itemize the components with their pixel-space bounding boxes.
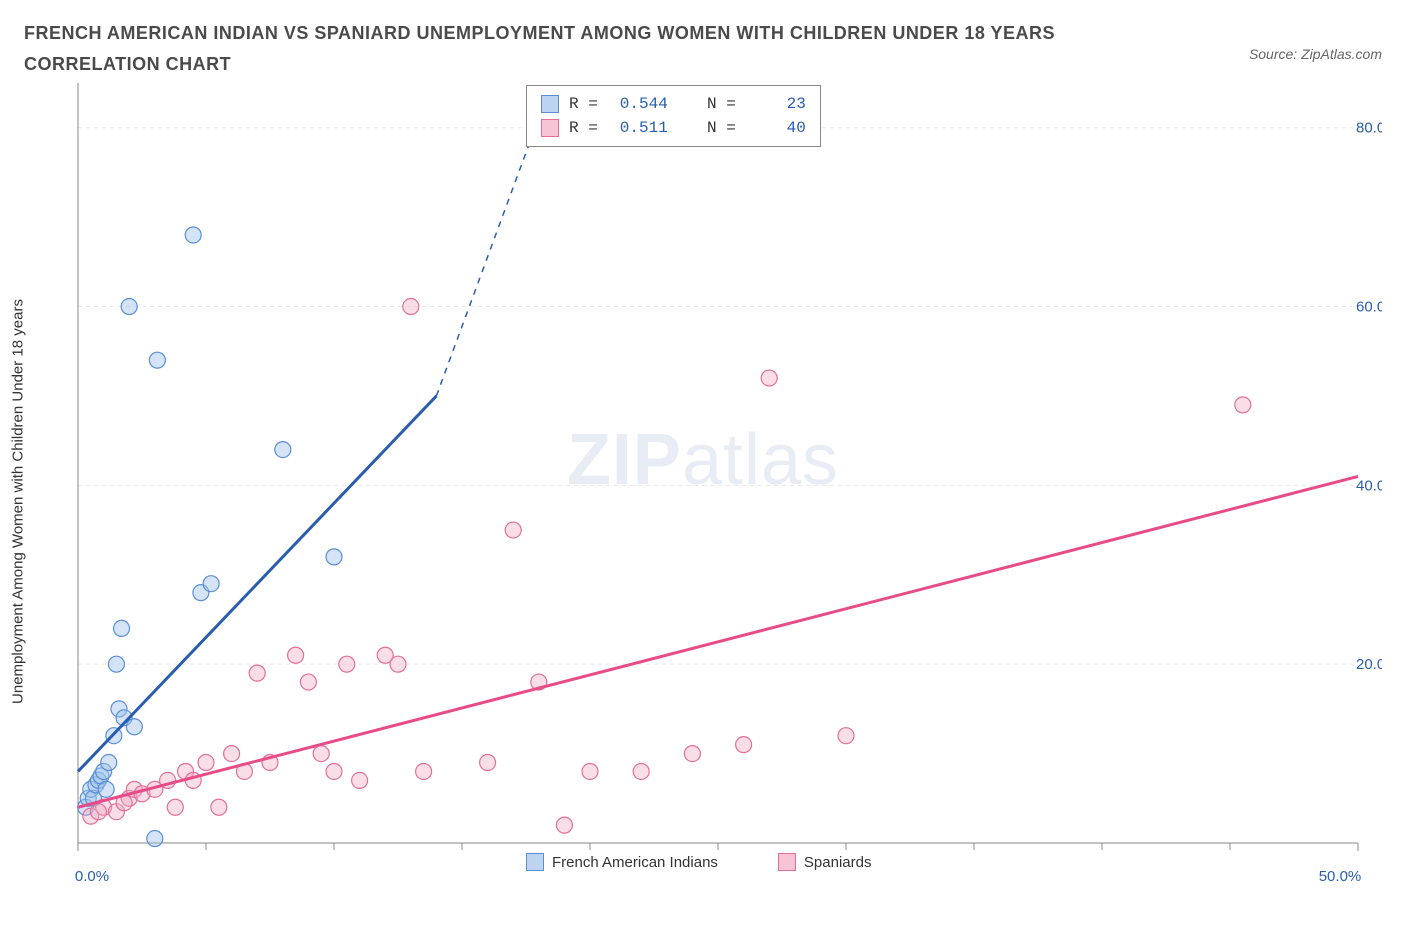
legend-swatch [526, 853, 544, 871]
legend-n-label: N = [707, 116, 736, 140]
legend-r-value: 0.544 [608, 92, 668, 116]
correlation-legend: R = 0.544 N = 23 R = 0.511 N = 40 [526, 85, 821, 147]
legend-swatch [778, 853, 796, 871]
y-axis-label: Unemployment Among Women with Children U… [10, 299, 27, 704]
legend-n-value: 40 [746, 116, 806, 140]
series-legend: French American Indians Spaniards [526, 853, 871, 871]
svg-text:50.0%: 50.0% [1319, 868, 1362, 885]
legend-series-label: Spaniards [804, 854, 872, 871]
svg-text:0.0%: 0.0% [75, 868, 109, 885]
chart-container: Unemployment Among Women with Children U… [24, 83, 1382, 903]
svg-text:80.0%: 80.0% [1356, 120, 1382, 137]
legend-n-value: 23 [746, 92, 806, 116]
svg-text:60.0%: 60.0% [1356, 299, 1382, 316]
legend-swatch [541, 95, 559, 113]
legend-series-label: French American Indians [552, 854, 718, 871]
legend-r-value: 0.511 [608, 116, 668, 140]
legend-swatch [541, 119, 559, 137]
scatter-chart: 20.0% 40.0% 60.0% 80.0% 0.0% 50.0% [24, 83, 1382, 903]
svg-text:20.0%: 20.0% [1356, 656, 1382, 673]
chart-title: FRENCH AMERICAN INDIAN VS SPANIARD UNEMP… [24, 18, 1124, 79]
legend-r-label: R = [569, 116, 598, 140]
legend-r-label: R = [569, 92, 598, 116]
legend-n-label: N = [707, 92, 736, 116]
svg-text:40.0%: 40.0% [1356, 478, 1382, 495]
source-label: Source: ZipAtlas.com [1249, 46, 1382, 62]
